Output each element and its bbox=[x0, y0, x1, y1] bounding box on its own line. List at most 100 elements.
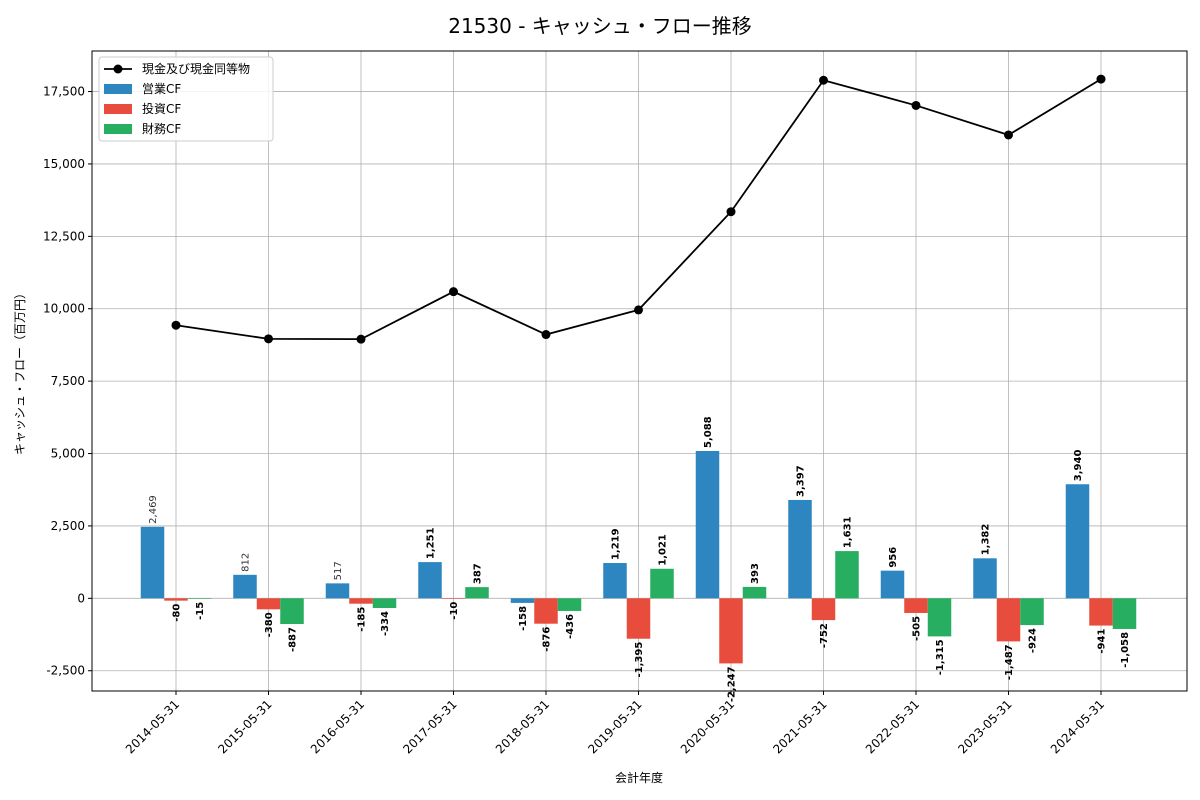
bar-value-label: 5,088 bbox=[703, 416, 714, 448]
bar-1 bbox=[325, 583, 350, 599]
bar-2 bbox=[1089, 598, 1113, 626]
bar-value-label: 812 bbox=[241, 553, 252, 572]
bar-value-label: -1,058 bbox=[1120, 632, 1131, 668]
legend-label: 投資CF bbox=[142, 101, 181, 116]
bar-value-label: -2,247 bbox=[727, 666, 738, 702]
legend-bar-swatch bbox=[104, 104, 132, 114]
bar-2 bbox=[441, 598, 466, 599]
bar-2 bbox=[164, 598, 188, 601]
x-axis-title: 会計年度 bbox=[615, 770, 663, 785]
bar-value-label: -752 bbox=[819, 623, 830, 648]
bar-3 bbox=[187, 598, 212, 599]
bar-2 bbox=[719, 598, 743, 664]
legend-box bbox=[98, 56, 274, 142]
y-tick-label: 0 bbox=[77, 591, 85, 605]
y-tick-label: 7,500 bbox=[51, 374, 85, 388]
cash-point bbox=[819, 75, 828, 85]
bar-3 bbox=[280, 598, 304, 625]
cash-point bbox=[911, 100, 921, 110]
chart-title: 21530 - キャッシュ・フロー推移 bbox=[448, 14, 752, 38]
bar-value-label: 2,469 bbox=[148, 495, 159, 524]
bar-value-label: -80 bbox=[172, 604, 183, 622]
bar-value-label: -1,315 bbox=[935, 639, 946, 675]
bar-value-label: 1,021 bbox=[658, 534, 669, 566]
bar-1 bbox=[1065, 484, 1090, 599]
x-tick-label: 2023-05-31 bbox=[955, 697, 1014, 756]
legend-label: 現金及び現金同等物 bbox=[142, 61, 250, 76]
bar-value-label: -334 bbox=[380, 611, 391, 636]
bar-3 bbox=[465, 587, 489, 599]
bar-value-label: -941 bbox=[1097, 629, 1108, 654]
x-tick-label: 2020-05-31 bbox=[678, 697, 737, 756]
bar-1 bbox=[695, 450, 720, 599]
bar-value-label: -876 bbox=[542, 627, 553, 652]
y-tick-label: 2,500 bbox=[51, 519, 85, 533]
y-tick-label: 17,500 bbox=[43, 85, 85, 99]
bar-1 bbox=[418, 562, 442, 599]
bar-value-label: 393 bbox=[750, 563, 761, 584]
x-tick-label: 2022-05-31 bbox=[863, 697, 922, 756]
bar-value-label: -158 bbox=[518, 606, 529, 631]
bar-value-label: -10 bbox=[449, 602, 460, 620]
bar-1 bbox=[510, 598, 535, 603]
x-tick-label: 2024-05-31 bbox=[1048, 697, 1107, 756]
bar-value-label: -924 bbox=[1028, 628, 1039, 653]
cash-point bbox=[356, 334, 366, 344]
bar-2 bbox=[349, 598, 373, 604]
y-tick-label: -2,500 bbox=[46, 664, 85, 678]
bar-1 bbox=[880, 570, 905, 599]
bar-value-label: -887 bbox=[288, 627, 299, 652]
y-tick-label: 15,000 bbox=[43, 157, 85, 171]
x-tick-label: 2015-05-31 bbox=[215, 697, 274, 756]
legend-bar-swatch bbox=[104, 84, 132, 94]
x-tick-label: 2021-05-31 bbox=[770, 697, 829, 756]
x-tick-label: 2016-05-31 bbox=[308, 697, 367, 756]
bar-3 bbox=[650, 568, 674, 599]
bar-2 bbox=[256, 598, 281, 610]
cash-point bbox=[541, 330, 551, 340]
cash-point bbox=[726, 207, 736, 217]
bar-2 bbox=[534, 598, 558, 624]
bar-3 bbox=[742, 586, 767, 599]
x-tick-label: 2019-05-31 bbox=[585, 697, 644, 756]
bar-value-label: 1,631 bbox=[843, 516, 854, 548]
bar-value-label: 517 bbox=[333, 561, 344, 580]
bar-value-label: -1,395 bbox=[634, 642, 645, 678]
y-tick-label: 10,000 bbox=[43, 302, 85, 316]
bar-2 bbox=[626, 598, 651, 639]
bar-1 bbox=[603, 563, 627, 599]
cash-point bbox=[634, 305, 643, 315]
y-axis-title: キャッシュ・フロー（百万円） bbox=[13, 287, 27, 455]
bar-value-label: -380 bbox=[264, 612, 275, 637]
x-tick-label: 2014-05-31 bbox=[123, 697, 182, 756]
bar-value-label: 1,219 bbox=[611, 528, 622, 560]
cash-point bbox=[1096, 74, 1106, 84]
bar-1 bbox=[233, 574, 257, 599]
y-tick-label: 12,500 bbox=[43, 229, 85, 243]
cash-point bbox=[449, 287, 458, 297]
bar-1 bbox=[140, 526, 165, 599]
bar-3 bbox=[1112, 598, 1137, 629]
cash-point bbox=[264, 334, 273, 344]
bar-value-label: 1,382 bbox=[981, 524, 992, 556]
legend-label: 営業CF bbox=[142, 82, 181, 96]
bar-3 bbox=[927, 598, 952, 637]
bar-2 bbox=[811, 598, 836, 621]
bar-3 bbox=[372, 598, 397, 609]
legend-marker bbox=[113, 64, 123, 74]
y-tick-label: 5,000 bbox=[51, 447, 85, 461]
bar-value-label: 387 bbox=[473, 563, 484, 584]
legend-bar-swatch bbox=[104, 124, 132, 134]
bar-value-label: -15 bbox=[195, 602, 206, 620]
x-tick-label: 2017-05-31 bbox=[400, 697, 459, 756]
cash-point bbox=[1004, 130, 1013, 140]
plot-frame bbox=[91, 50, 1188, 692]
bar-value-label: -1,487 bbox=[1004, 644, 1015, 680]
bar-2 bbox=[996, 598, 1021, 642]
bar-value-label: 956 bbox=[888, 547, 899, 568]
bar-value-label: 1,251 bbox=[426, 527, 437, 559]
bar-value-label: 3,940 bbox=[1073, 450, 1084, 482]
